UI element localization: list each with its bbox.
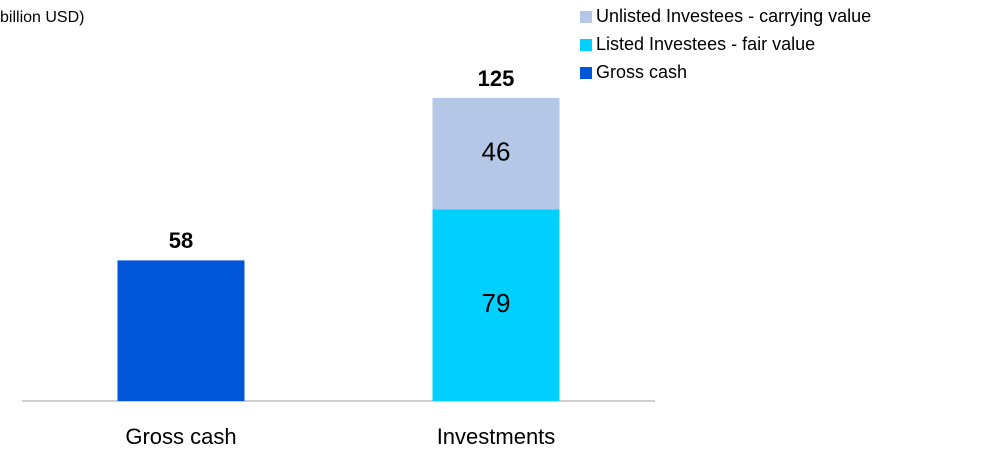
chart-title: billion USD)	[0, 9, 84, 26]
legend-label: Listed Investees - fair value	[596, 34, 815, 54]
total-label: 58	[169, 228, 193, 253]
legend-label: Gross cash	[596, 62, 687, 82]
legend-label: Unlisted Investees - carrying value	[596, 6, 871, 26]
bar-segment	[432, 209, 560, 401]
bar-segment	[432, 98, 560, 210]
legend-swatch	[580, 39, 592, 51]
segment-label: 79	[482, 288, 511, 318]
x-tick-label: Investments	[437, 424, 556, 449]
legend-swatch	[580, 11, 592, 23]
bar-segment	[117, 260, 245, 401]
segment-label: 46	[482, 137, 511, 167]
x-tick-label: Gross cash	[125, 424, 236, 449]
total-label: 125	[478, 66, 515, 91]
legend-swatch	[580, 67, 592, 79]
